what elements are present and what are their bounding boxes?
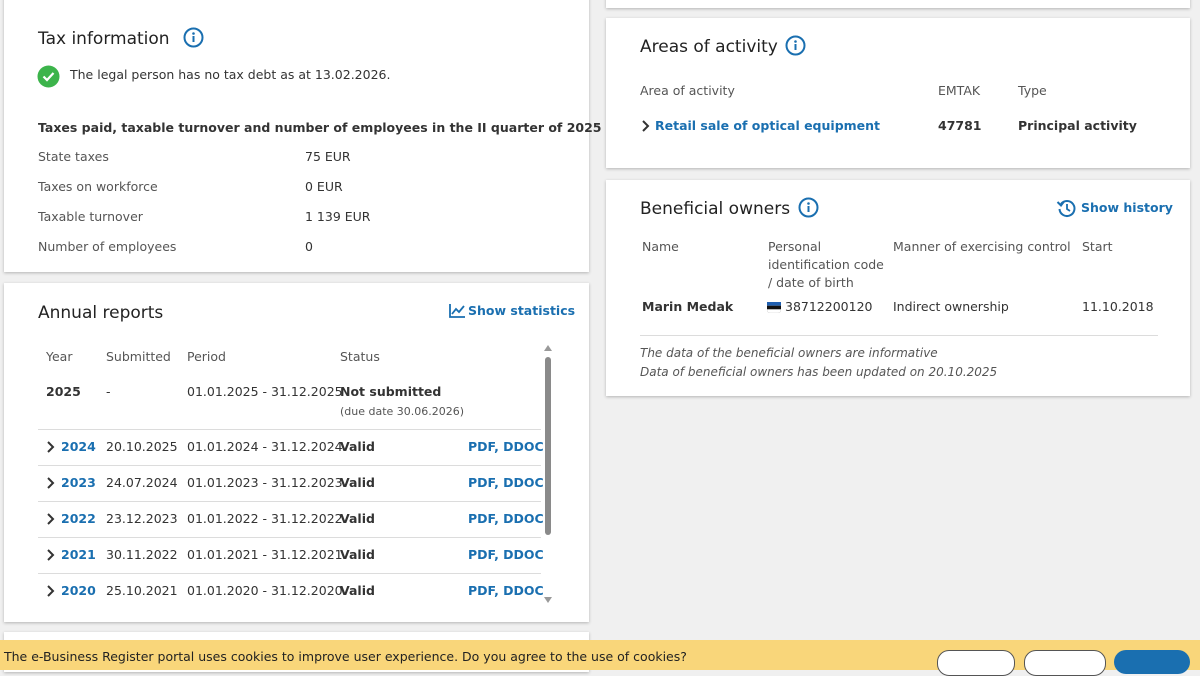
section-title: Areas of activity	[640, 37, 778, 57]
personal-code: 38712200120	[785, 299, 873, 314]
document-links[interactable]: PDF, DDOC	[468, 439, 544, 454]
tax-subtitle: Taxes paid, taxable turnover and number …	[38, 120, 602, 135]
column-header: Start	[1082, 239, 1113, 254]
period: 01.01.2021 - 31.12.2021	[187, 547, 343, 562]
row-separator	[38, 465, 541, 466]
cookie-button[interactable]	[937, 650, 1015, 676]
tax-label: Taxable turnover	[38, 209, 143, 224]
row-separator	[38, 573, 541, 574]
show-history-link[interactable]: Show history	[1081, 200, 1173, 215]
year: 2025	[46, 384, 81, 399]
status: Not submitted	[340, 384, 442, 399]
period: 01.01.2020 - 31.12.2020	[187, 583, 343, 598]
column-header: Personal identification code / date of b…	[768, 239, 884, 290]
start-date: 11.10.2018	[1082, 299, 1154, 314]
column-header: Period	[187, 349, 226, 364]
chevron[interactable]	[46, 513, 55, 525]
annual-card	[4, 283, 589, 622]
statistics-icon[interactable]	[449, 303, 466, 318]
section-title: Annual reports	[38, 303, 164, 323]
row-separator	[640, 335, 1158, 336]
section-title: Tax information	[38, 29, 170, 49]
owners-note: Data of beneficial owners has been updat…	[640, 365, 998, 379]
tax-label: State taxes	[38, 149, 109, 164]
submitted: -	[106, 384, 111, 399]
column-header: Submitted	[106, 349, 171, 364]
status: Valid	[340, 583, 375, 598]
period: 01.01.2024 - 31.12.2024	[187, 439, 343, 454]
tax-card	[4, 0, 589, 272]
activity-type: Principal activity	[1018, 118, 1137, 133]
status: Valid	[340, 511, 375, 526]
submitted: 20.10.2025	[106, 439, 178, 454]
cookie-text: The e-Business Register portal uses cook…	[4, 649, 687, 664]
chevron[interactable]	[46, 477, 55, 489]
document-links[interactable]: PDF, DDOC	[468, 583, 544, 598]
tax-status: The legal person has no tax debt as at 1…	[70, 67, 391, 82]
year-link[interactable]: 2021	[61, 547, 96, 562]
period: 01.01.2025 - 31.12.2025	[187, 384, 343, 399]
owner-name: Marin Medak	[642, 299, 734, 314]
column-header: Manner of exercising control	[893, 239, 1071, 254]
cookie-button[interactable]	[1114, 650, 1190, 674]
document-links[interactable]: PDF, DDOC	[468, 511, 544, 526]
section-title: Beneficial owners	[640, 199, 791, 219]
row-separator	[38, 537, 541, 538]
year-link[interactable]: 2024	[61, 439, 96, 454]
flag-icon	[767, 302, 781, 313]
history-icon[interactable]	[1056, 198, 1077, 218]
show-statistics-link[interactable]: Show statistics	[468, 303, 576, 318]
tax-value: 0	[305, 239, 313, 254]
cookie-button[interactable]	[1024, 650, 1106, 676]
column-header: Status	[340, 349, 380, 364]
submitted: 30.11.2022	[106, 547, 178, 562]
card-top-right	[606, 0, 1190, 8]
info-icon[interactable]	[785, 35, 806, 56]
document-links[interactable]: PDF, DDOC	[468, 475, 544, 490]
year-link[interactable]: 2022	[61, 511, 96, 526]
column-header: EMTAK	[938, 83, 981, 98]
tax-value: 75 EUR	[305, 149, 351, 164]
tax-label: Number of employees	[38, 239, 177, 254]
submitted: 24.07.2024	[106, 475, 178, 490]
emtak-code: 47781	[938, 118, 982, 133]
tax-label: Taxes on workforce	[38, 179, 158, 194]
submitted: 25.10.2021	[106, 583, 178, 598]
status-note: (due date 30.06.2026)	[340, 405, 465, 418]
submitted: 23.12.2023	[106, 511, 178, 526]
chevron[interactable]	[46, 441, 55, 453]
row-separator	[38, 429, 541, 430]
status: Valid	[340, 547, 375, 562]
tax-value: 1 139 EUR	[305, 209, 371, 224]
info-icon[interactable]	[798, 197, 819, 218]
tax-value: 0 EUR	[305, 179, 343, 194]
check-icon	[37, 65, 60, 88]
control-manner: Indirect ownership	[893, 299, 1009, 314]
year-link[interactable]: 2023	[61, 475, 96, 490]
column-header: Area of activity	[640, 83, 735, 98]
owners-note: The data of the beneficial owners are in…	[640, 346, 938, 360]
status: Valid	[340, 475, 375, 490]
chevron[interactable]	[46, 549, 55, 561]
areas-card	[606, 18, 1190, 168]
chevron[interactable]	[46, 585, 55, 597]
period: 01.01.2022 - 31.12.2022	[187, 511, 343, 526]
column-header: Year	[46, 349, 73, 364]
row-separator	[38, 501, 541, 502]
period: 01.01.2023 - 31.12.2023	[187, 475, 343, 490]
scrollbar[interactable]	[541, 342, 555, 608]
info-icon[interactable]	[183, 27, 204, 48]
owners-card	[606, 180, 1190, 396]
status: Valid	[340, 439, 375, 454]
document-links[interactable]: PDF, DDOC	[468, 547, 544, 562]
activity-link[interactable]: Retail sale of optical equipment	[655, 118, 881, 133]
column-header: Type	[1018, 83, 1047, 98]
chevron[interactable]	[641, 120, 650, 132]
year-link[interactable]: 2020	[61, 583, 96, 598]
column-header: Name	[642, 239, 679, 254]
